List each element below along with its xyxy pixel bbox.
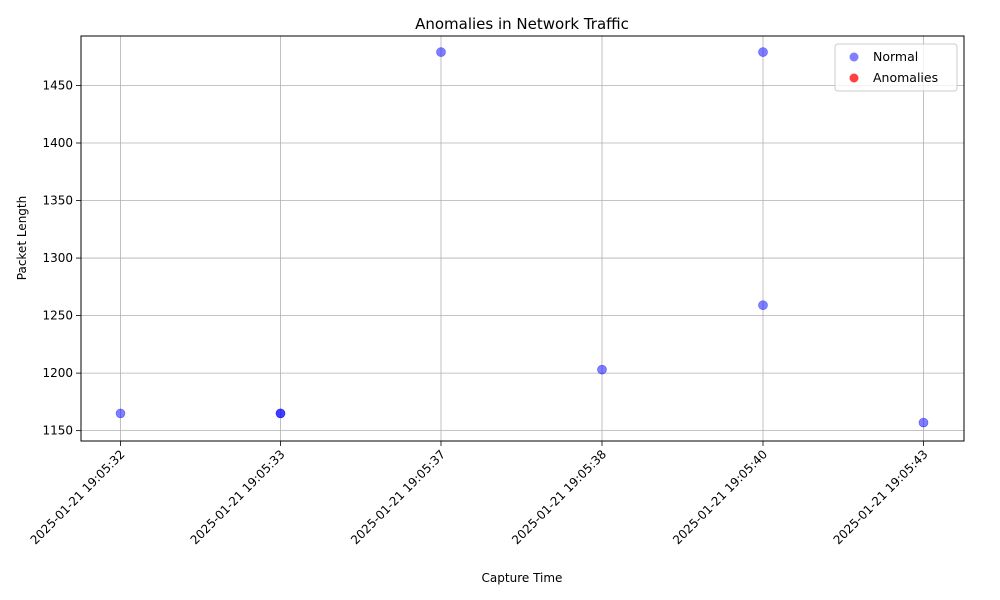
point-normal	[275, 408, 286, 419]
y-tick-label: 1350	[42, 194, 73, 208]
point-normal	[758, 300, 768, 311]
y-tick-label: 1200	[42, 366, 73, 380]
point-normal	[758, 47, 768, 57]
y-tick-label: 1450	[42, 78, 73, 92]
y-axis-label: Packet Length	[15, 196, 29, 280]
legend-box	[834, 43, 958, 92]
y-tick-label: 1150	[42, 424, 73, 438]
plot-area	[80, 35, 965, 442]
point-normal	[597, 364, 607, 375]
legend-label-anomalies: Anomalies	[873, 70, 938, 85]
data-points	[115, 47, 929, 428]
point-normal	[436, 47, 446, 57]
y-tick-label: 1250	[42, 309, 73, 323]
grid	[81, 36, 964, 441]
chart-title: Anomalies in Network Traffic	[415, 15, 629, 33]
legend-marker-normal	[849, 52, 859, 62]
point-normal	[115, 408, 126, 419]
legend: Normal Anomalies	[834, 43, 958, 92]
legend-label-normal: Normal	[873, 49, 918, 64]
point-normal	[918, 417, 929, 428]
x-axis-label: Capture Time	[482, 571, 563, 585]
y-tick-label: 1300	[42, 251, 73, 265]
legend-marker-anomalies	[849, 73, 859, 83]
y-tick-label: 1400	[42, 136, 73, 150]
